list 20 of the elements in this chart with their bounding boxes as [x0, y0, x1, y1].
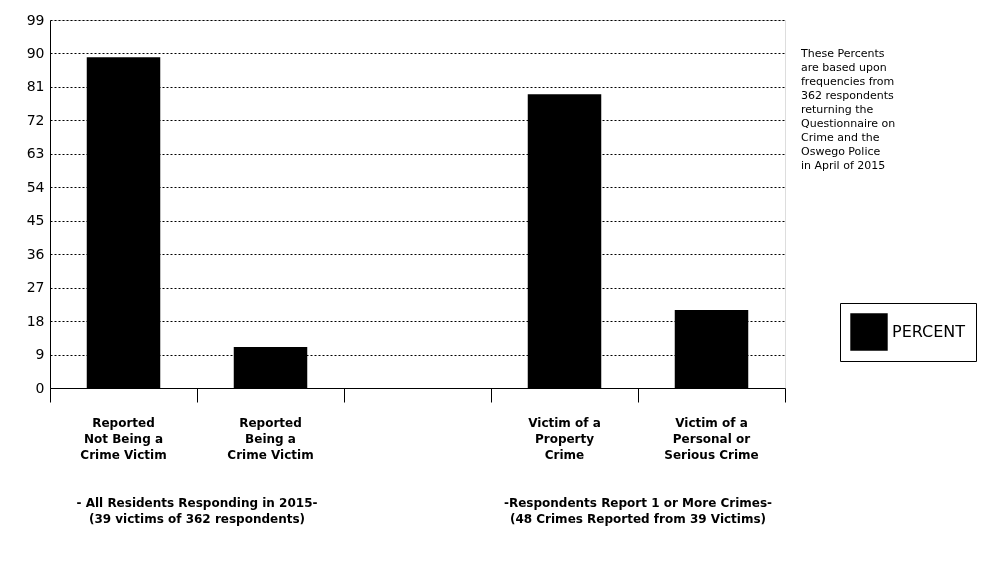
x-tick-label: Victim of a Property Crime — [528, 416, 601, 462]
x-tick-label: Reported Not Being a Crime Victim — [80, 416, 167, 462]
y-tick-label: 72 — [26, 111, 45, 128]
y-tick-label: 45 — [26, 212, 45, 229]
y-tick-label: 9 — [35, 346, 45, 363]
y-tick-label: 90 — [26, 44, 45, 61]
y-tick-label: 63 — [26, 145, 45, 162]
y-tick-label: 27 — [26, 279, 45, 296]
legend-label: PERCENT — [892, 322, 966, 341]
x-tick-label: Victim of a Personal or Serious Crime — [664, 416, 759, 462]
text: - All Residents Responding in 2015- (39 victims of 362 respondents) — [76, 496, 318, 526]
text: -Respondents Report 1 or More Crimes- (48 Crimes Reported from 39 Victims) — [503, 496, 773, 526]
y-tick-label: 99 — [26, 11, 45, 28]
x-tick-label: Reported Being a Crime Victim — [227, 416, 314, 462]
y-tick-label: 0 — [35, 379, 45, 396]
y-tick-label: 36 — [26, 245, 45, 262]
y-tick-label: 81 — [26, 78, 45, 95]
y-tick-label: 54 — [26, 178, 45, 195]
y-tick-label: 18 — [26, 312, 45, 329]
text: These Percents are based upon frequencies from 362 respondents returning the Questionnaire on Crime and the Oswego Police in April of 2015 — [801, 47, 896, 172]
